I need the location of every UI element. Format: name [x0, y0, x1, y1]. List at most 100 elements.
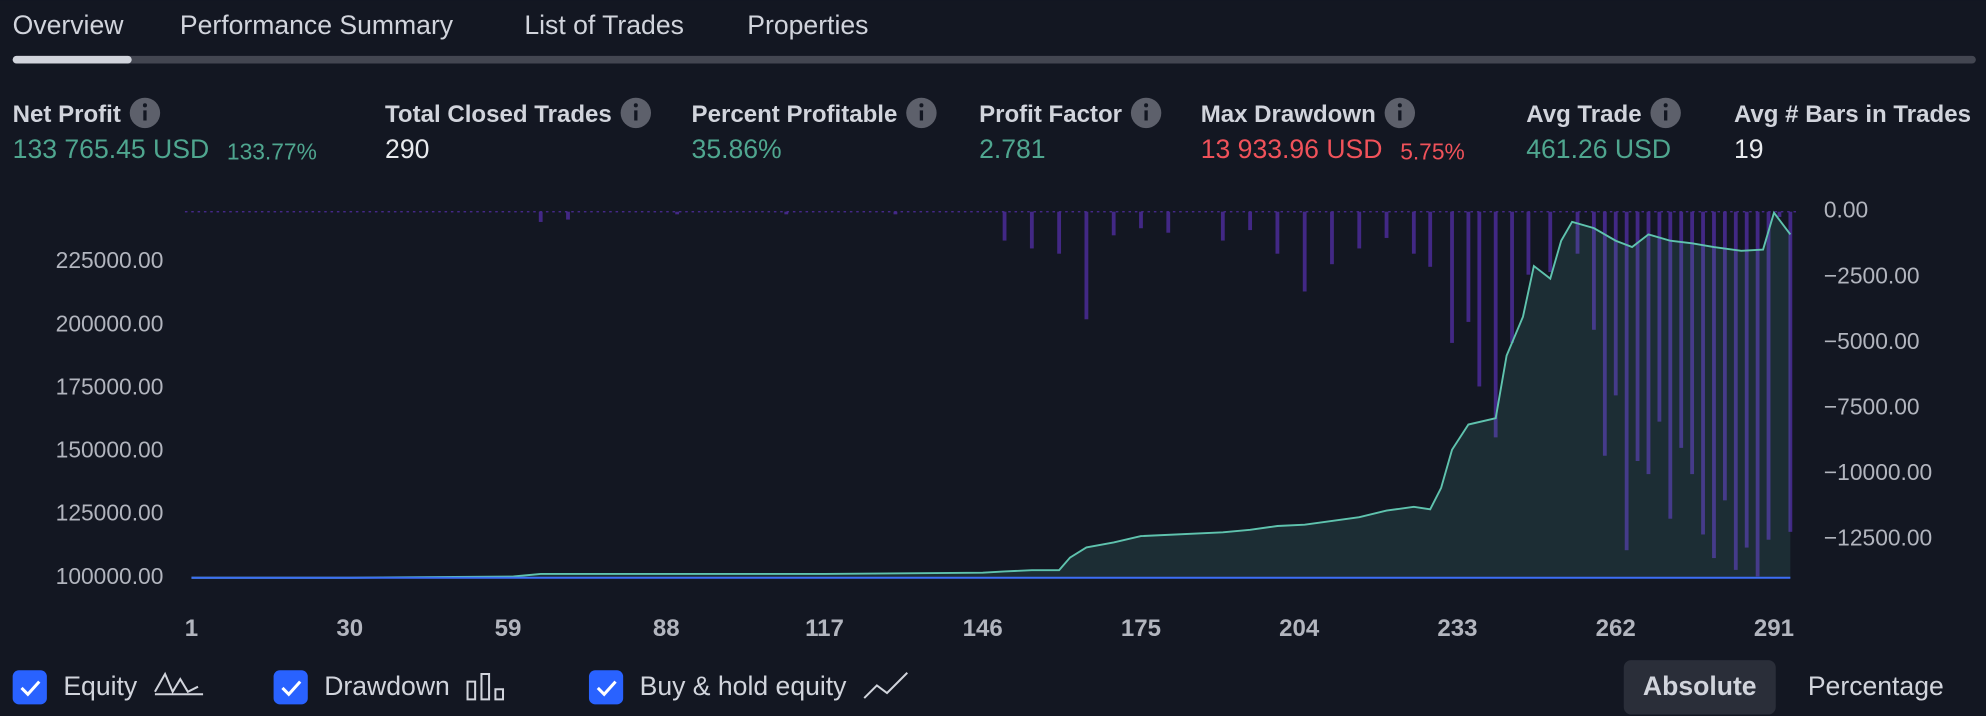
toggle-option[interactable]: Percentage	[1808, 671, 1944, 701]
x-tick-label: 1	[185, 615, 198, 642]
info-stem	[919, 110, 924, 121]
drawdown-bar	[1302, 211, 1307, 292]
info-dot	[1397, 103, 1402, 108]
drawdown-bar	[1722, 211, 1727, 501]
metric-label: Max Drawdown	[1201, 101, 1376, 128]
info-icon[interactable]	[129, 97, 161, 129]
drawdown-bar	[1755, 211, 1760, 577]
info-icon[interactable]	[620, 97, 652, 129]
drawdown-bar	[1057, 211, 1062, 254]
info-stem	[634, 110, 638, 121]
drawdown-bar	[1357, 211, 1362, 249]
tab[interactable]: Performance Summary	[180, 10, 454, 40]
y-tick-label: 175000.00	[56, 373, 164, 399]
metric-value: 133 765.45 USD	[13, 134, 210, 164]
drawdown-bar	[1657, 211, 1662, 422]
checkmark	[20, 680, 41, 697]
drawdown-bar	[1624, 211, 1629, 551]
drawdown-bar	[1635, 211, 1640, 461]
x-tick-label: 117	[805, 615, 844, 642]
metric-value: 13 933.96 USD	[1201, 134, 1383, 164]
info-stem	[1144, 110, 1148, 121]
drawdown-bar	[784, 211, 789, 215]
metric-label: Profit Factor	[979, 101, 1122, 128]
legend-label: Drawdown	[324, 671, 450, 701]
drawdown-bar	[1777, 211, 1782, 217]
tab[interactable]: Overview	[13, 10, 125, 40]
drawdown-bar	[1166, 211, 1171, 233]
toggle-active-bg	[1623, 660, 1776, 715]
drawdown-bar	[1139, 211, 1143, 229]
drawdown-bar	[1646, 211, 1651, 475]
drawdown-bar	[893, 211, 898, 215]
drawdown-bar	[1248, 211, 1253, 231]
legend-checkbox[interactable]	[273, 670, 308, 705]
drawdown-bar	[1701, 211, 1705, 535]
info-icon[interactable]	[1130, 97, 1162, 129]
metric-label: Avg Trade	[1526, 101, 1641, 128]
drawdown-bar	[1788, 211, 1793, 532]
y2-tick-label: −5000.00	[1824, 328, 1920, 354]
y2-tick-label: −12500.00	[1824, 525, 1932, 551]
x-tick-label: 59	[495, 615, 522, 642]
info-icon[interactable]	[1384, 97, 1416, 129]
toggle-option[interactable]: Absolute	[1643, 671, 1757, 701]
legend-icon	[863, 672, 908, 699]
tab[interactable]: Properties	[747, 10, 868, 40]
tab-indicator	[12, 55, 132, 64]
legend-label: Buy & hold equity	[640, 671, 848, 701]
legend-icon	[154, 671, 204, 696]
tab[interactable]: List of Trades	[524, 10, 684, 40]
info-dot	[919, 103, 924, 108]
metric-value: 35.86%	[692, 134, 782, 164]
checkbox-box	[588, 670, 624, 705]
drawdown-bar	[1111, 211, 1116, 236]
checkbox-box	[273, 670, 308, 705]
legend-label: Equity	[63, 671, 138, 701]
drawdown-bar	[1510, 211, 1514, 343]
drawdown-bar	[1384, 211, 1389, 238]
drawdown-bar	[538, 211, 543, 222]
drawdown-bar	[1575, 211, 1580, 254]
drawdown-bar	[1668, 211, 1673, 519]
drawdown-bar	[675, 211, 680, 215]
metric-label: Percent Profitable	[692, 101, 898, 128]
metric-percent: 5.75%	[1400, 138, 1465, 164]
y2-tick-label: 0.00	[1824, 197, 1868, 223]
checkbox-box	[12, 670, 47, 705]
drawdown-bar	[1766, 211, 1771, 540]
drawdown-bar	[1679, 211, 1684, 448]
metric-label: Total Closed Trades	[385, 101, 612, 128]
x-tick-label: 233	[1437, 615, 1477, 642]
y-tick-label: 225000.00	[56, 247, 164, 273]
drawdown-bar	[1613, 211, 1618, 396]
chart: 100000.00 125000.00 150000.00 175000.00 2000…	[56, 197, 1933, 642]
drawdown-bar	[1690, 211, 1695, 475]
x-tick-label: 146	[963, 615, 1003, 642]
drawdown-bar	[1411, 211, 1416, 254]
drawdown-bar	[1712, 211, 1716, 559]
legend-checkbox[interactable]	[12, 670, 47, 705]
drawdown-bar	[1029, 211, 1034, 249]
tab-track	[12, 55, 1976, 64]
x-tick-label: 262	[1596, 615, 1636, 642]
info-dot	[1144, 103, 1149, 108]
x-tick-label: 30	[336, 615, 363, 642]
info-stem	[1398, 110, 1402, 121]
y-tick-label: 100000.00	[56, 563, 164, 589]
checkmark	[596, 680, 617, 697]
drawdown-bar	[1548, 211, 1553, 273]
metric-value: 290	[385, 134, 429, 164]
y-tick-label: 150000.00	[56, 437, 164, 463]
equity-area	[191, 212, 1791, 578]
drawdown-bar	[1450, 211, 1454, 343]
info-icon[interactable]	[1650, 97, 1681, 129]
drawdown-bar	[1744, 211, 1749, 548]
info-stem	[1664, 110, 1668, 121]
y2-tick-label: −10000.00	[1824, 459, 1932, 485]
drawdown-bar	[1477, 211, 1482, 387]
legend-checkbox[interactable]	[588, 670, 624, 705]
metric-value: 19	[1734, 134, 1764, 164]
metric-label: Avg # Bars in Trades	[1734, 101, 1971, 128]
info-icon[interactable]	[906, 97, 937, 129]
